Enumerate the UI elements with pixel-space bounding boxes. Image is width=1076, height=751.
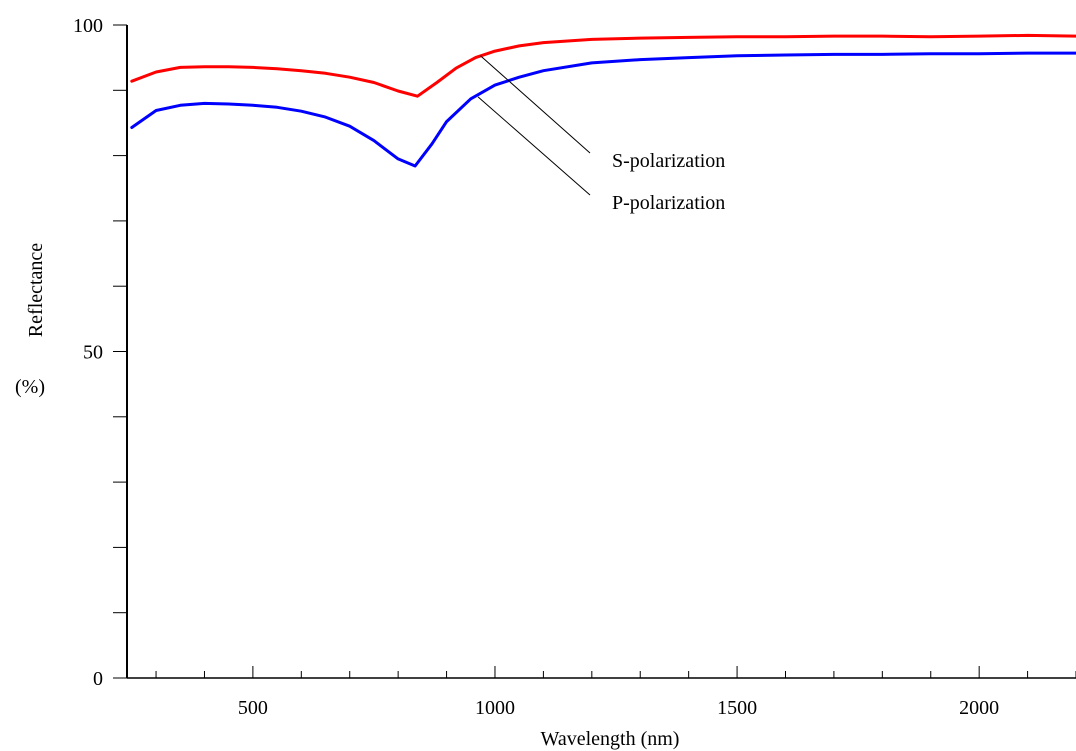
axes-layer: 0 50 100 500 1000 1500 2000 <box>73 15 1076 719</box>
x-tick-label: 1500 <box>717 697 757 719</box>
annotation-layer: S-polarization P-polarization <box>477 55 725 214</box>
y-tick-label: 0 <box>93 668 103 690</box>
p-polarization-line <box>130 51 1076 168</box>
y-tick-label: 50 <box>83 342 103 364</box>
p-polarization-leader-line <box>477 96 591 196</box>
s-polarization-line <box>130 33 1076 98</box>
series-layer <box>130 33 1076 168</box>
x-tick-label: 1000 <box>475 697 515 719</box>
s-polarization-leader-line <box>480 55 591 154</box>
x-tick-label: 2000 <box>959 697 999 719</box>
x-tick-label: 500 <box>238 697 268 719</box>
s-polarization-label: S-polarization <box>612 150 725 172</box>
p-polarization-label: P-polarization <box>612 192 725 214</box>
y-axis-unit: (%) <box>15 376 45 398</box>
y-axis-title: Reflectance <box>25 243 47 337</box>
y-tick-label: 100 <box>73 15 103 37</box>
x-axis-title: Wavelength (nm) <box>541 728 680 750</box>
